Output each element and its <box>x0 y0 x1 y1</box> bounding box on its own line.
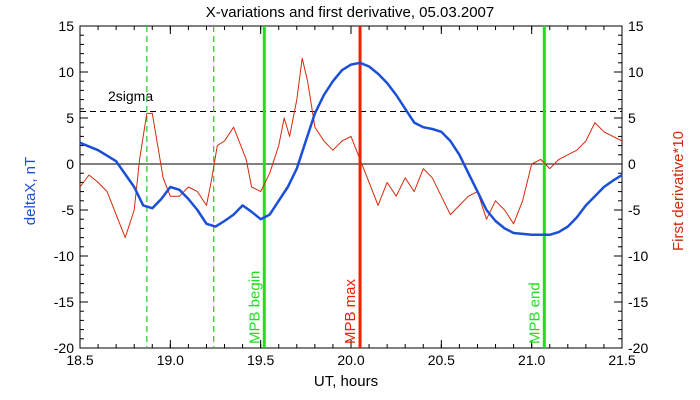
y-axis-label-left: deltaX, nT <box>22 157 39 225</box>
marker-label: MPB begin <box>246 271 263 344</box>
y-tick-label-right: -20 <box>628 340 648 356</box>
y-tick-label-right: 5 <box>628 110 636 126</box>
x-tick-label: 20.5 <box>428 352 455 368</box>
y-axis-label-right: First derivative*10 <box>670 131 687 251</box>
y-tick-label-left: -5 <box>62 202 75 218</box>
marker-label: MPB max <box>342 278 359 344</box>
chart-title: X-variations and first derivative, 05.03… <box>206 4 495 21</box>
y-tick-label-left: 5 <box>66 110 74 126</box>
y-tick-label-left: 15 <box>58 18 74 34</box>
y-tick-label-right: 15 <box>628 18 644 34</box>
marker-label: MPB end <box>526 282 543 344</box>
y-tick-label-left: -10 <box>54 248 74 264</box>
x-tick-label: 20.0 <box>337 352 364 368</box>
y-tick-label-right: -10 <box>628 248 648 264</box>
series-line-deltax <box>79 61 623 237</box>
y-tick-label-right: -5 <box>628 202 641 218</box>
y-tick-label-left: 0 <box>66 156 74 172</box>
x-tick-label: 19.0 <box>157 352 184 368</box>
y-tick-label-left: -15 <box>54 294 74 310</box>
y-tick-label-right: -15 <box>628 294 648 310</box>
x-axis-label: UT, hours <box>314 373 378 390</box>
sigma-label: 2sigma <box>108 88 153 104</box>
x-tick-label: 21.5 <box>608 352 635 368</box>
series-line-derivative <box>79 57 623 239</box>
y-tick-label-left: -20 <box>54 340 74 356</box>
x-tick-label: 19.5 <box>247 352 274 368</box>
x-tick-label: 18.5 <box>66 352 93 368</box>
x-tick-label: 21.0 <box>518 352 545 368</box>
y-tick-label-right: 10 <box>628 64 644 80</box>
y-tick-label-left: 10 <box>58 64 74 80</box>
y-tick-label-right: 0 <box>628 156 636 172</box>
